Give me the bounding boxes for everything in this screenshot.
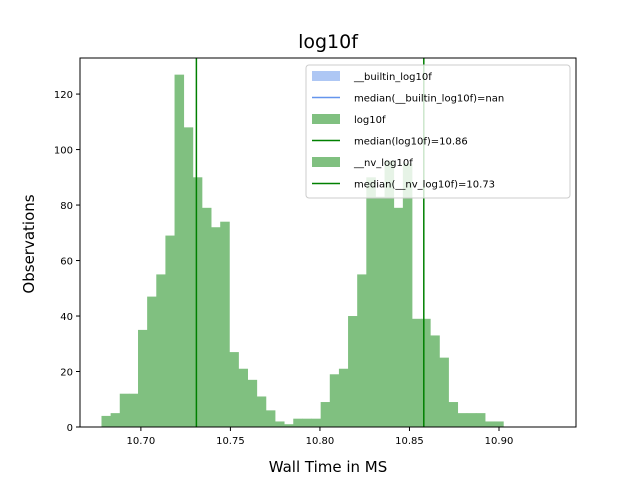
histogram-bar xyxy=(293,418,303,427)
histogram-bar xyxy=(128,393,139,427)
legend-label: median(log10f)=10.86 xyxy=(354,137,468,148)
histogram-bar xyxy=(475,413,486,427)
histogram-bar xyxy=(238,368,249,427)
y-tick-label: 120 xyxy=(54,90,73,101)
histogram-bar xyxy=(430,335,440,427)
histogram-bar xyxy=(448,402,459,427)
legend-label: median(__nv_log10f)=10.73 xyxy=(354,180,495,191)
histogram-bar xyxy=(357,274,367,427)
histogram-bar xyxy=(165,235,175,427)
y-tick-label: 20 xyxy=(60,368,73,379)
x-tick-label: 10.75 xyxy=(216,436,245,447)
histogram-bar xyxy=(220,221,230,427)
histogram-bar xyxy=(119,393,130,427)
legend-label: __nv_log10f xyxy=(353,158,413,169)
histogram-bar xyxy=(247,379,258,427)
histogram-bar xyxy=(229,352,239,427)
histogram-bar xyxy=(329,374,340,427)
legend-swatch xyxy=(312,71,340,81)
chart-title: log10f xyxy=(298,31,359,53)
y-tick-label: 80 xyxy=(60,201,73,212)
histogram-bar xyxy=(311,418,322,427)
legend-swatch xyxy=(312,114,340,124)
histogram-bar xyxy=(402,163,413,427)
x-tick-label: 10.85 xyxy=(395,436,424,447)
histogram-bar xyxy=(384,160,395,428)
histogram-bar xyxy=(411,318,422,427)
histogram-bar xyxy=(256,396,267,427)
plot-area: 10.70 10.75 10.80 10.85 10.90 0 20 40 60 80 100 120 xyxy=(54,57,577,447)
histogram-bar xyxy=(211,227,221,427)
x-tick-label: 10.80 xyxy=(306,436,335,447)
histogram-bar xyxy=(265,410,276,427)
histogram-bar xyxy=(156,274,166,427)
histogram-bar xyxy=(302,418,312,427)
y-axis-title: Observations xyxy=(20,194,38,293)
histogram-bar xyxy=(485,421,495,427)
histogram-bar xyxy=(201,207,212,427)
histogram-bar xyxy=(338,368,349,427)
x-tick-label: 10.90 xyxy=(485,436,514,447)
histogram-bar xyxy=(192,177,203,427)
histogram-bar xyxy=(439,357,449,427)
legend-label: median(__builtin_log10f)=nan xyxy=(354,94,504,105)
histogram-bar xyxy=(421,318,431,427)
histogram-bar xyxy=(494,421,504,427)
legend-swatch xyxy=(312,157,340,167)
histogram-bar xyxy=(320,402,331,427)
histogram-bar xyxy=(466,413,477,427)
y-tick-label: 60 xyxy=(60,257,73,268)
histogram-bar xyxy=(274,421,285,427)
y-tick-label: 40 xyxy=(60,312,73,323)
x-axis-title: Wall Time in MS xyxy=(269,458,388,476)
x-tick-label: 10.70 xyxy=(127,436,156,447)
histogram-bar xyxy=(101,415,112,427)
histogram-bar xyxy=(138,329,148,427)
histogram-bar xyxy=(110,413,121,427)
y-tick-label: 100 xyxy=(54,146,73,157)
histogram-bar xyxy=(375,196,385,427)
y-tick-label: 0 xyxy=(67,423,73,434)
histogram-bar xyxy=(174,74,185,428)
histogram-bar xyxy=(147,296,157,427)
histogram-bar xyxy=(457,413,468,427)
histogram-bar xyxy=(183,127,194,427)
histogram-bar xyxy=(393,207,404,427)
histogram-bar xyxy=(284,424,294,427)
histogram-bar xyxy=(366,177,376,427)
legend-label: log10f xyxy=(354,115,386,126)
legend-box xyxy=(305,64,571,199)
legend-label: __builtin_log10f xyxy=(353,72,432,83)
legend: __builtin_log10f median(__builtin_log10f)… xyxy=(305,64,571,199)
histogram-bar xyxy=(348,316,358,427)
axes-frame xyxy=(79,57,577,428)
